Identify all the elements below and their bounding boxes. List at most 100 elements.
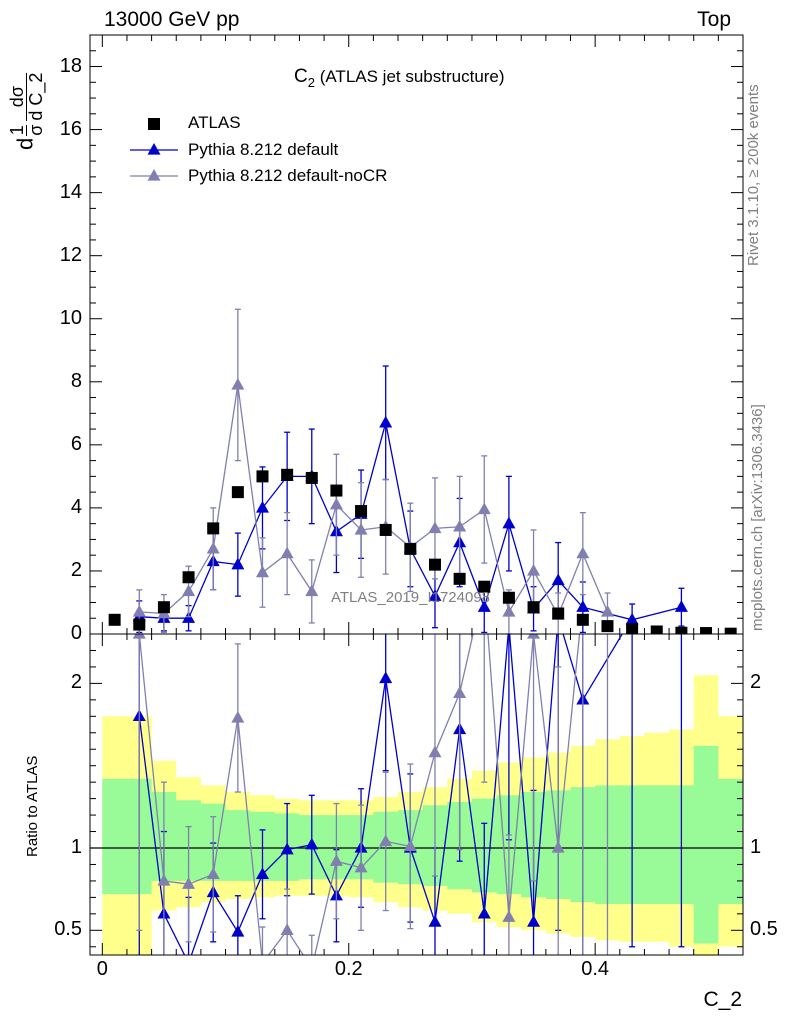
data-point-atlas — [157, 601, 170, 614]
ratio-tick-label-right: 1 — [750, 836, 762, 858]
point-default — [255, 500, 269, 513]
point-default — [625, 612, 639, 625]
ratio-tick-label: 2 — [70, 671, 82, 694]
ratio-frame-outline — [89, 633, 744, 956]
y-tick-label: 18 — [59, 54, 82, 77]
point-nocr — [428, 521, 442, 534]
chart-title: C2 (ATLAS jet substructure) — [294, 66, 505, 90]
data-point-atlas — [231, 486, 244, 499]
point-nocr — [453, 519, 467, 532]
ratio-point-default — [428, 915, 442, 927]
analysis-watermark: ATLAS_2019_I1724098 — [331, 589, 491, 606]
legend-marker-default — [147, 142, 161, 155]
rivet-label: Rivet 3.1.10, ≥ 200k events — [745, 84, 762, 266]
ratio-point-nocr — [502, 910, 516, 922]
ratio-point-nocr — [132, 634, 146, 639]
data-point-atlas — [108, 613, 121, 626]
y-label-d1: d — [12, 137, 38, 150]
legend-label-nocr: Pythia 8.212 default-noCR — [188, 166, 388, 185]
point-default — [551, 573, 565, 586]
point-nocr — [477, 502, 491, 515]
chart-title-rest: (ATLAS jet substructure) — [314, 67, 505, 86]
point-default — [428, 589, 442, 601]
ratio-point-default — [182, 956, 195, 968]
ratio-tick-label-right: 0.5 — [750, 918, 778, 941]
data-point-atlas — [256, 470, 269, 483]
data-marks — [108, 308, 737, 973]
legend-marker-nocr — [147, 168, 161, 181]
legend-markers — [130, 118, 178, 181]
ratio-point-nocr — [354, 860, 368, 873]
ratio-point-default — [305, 837, 319, 850]
ratio-point-nocr — [280, 923, 294, 935]
ratio-tick-label: 0.5 — [54, 918, 82, 941]
chart-title-main: C — [294, 66, 308, 87]
y-axis-label: d 1 σ dσ d C_2 — [7, 71, 46, 150]
data-point-atlas — [428, 558, 441, 571]
data-point-atlas — [133, 618, 146, 631]
data-point-atlas — [379, 523, 392, 536]
data-point-atlas — [576, 613, 589, 626]
data-point-atlas — [502, 591, 515, 604]
ratio-point-nocr — [182, 877, 196, 889]
point-default — [477, 600, 491, 612]
ratio-tick-label-right: 2 — [750, 671, 762, 694]
data-point-atlas — [355, 505, 368, 518]
point-nocr — [255, 565, 269, 578]
point-default — [576, 600, 590, 612]
ratio-point-nocr — [329, 854, 343, 866]
ratio-point-default — [231, 924, 245, 937]
point-nocr — [182, 584, 196, 597]
header-left: 13000 GeV pp — [104, 8, 240, 31]
ratio-panel-marks — [132, 634, 685, 973]
data-point-atlas — [626, 623, 639, 634]
header-right: Top — [697, 8, 731, 31]
point-nocr — [305, 584, 319, 597]
point-nocr — [527, 563, 541, 576]
data-point-atlas — [601, 620, 614, 633]
axis-ticks — [90, 34, 744, 955]
point-default — [379, 415, 393, 428]
ratio-point-nocr — [157, 873, 171, 886]
y-label-den2: d C_2 — [26, 72, 46, 121]
point-nocr — [600, 604, 614, 617]
y-tick-label: 0 — [70, 622, 82, 644]
y-label-den1: σ — [26, 124, 46, 136]
x-tick-label: 0.2 — [334, 958, 363, 980]
x-axis-label: C_2 — [703, 988, 742, 1011]
point-nocr — [206, 541, 220, 554]
data-point-atlas — [650, 625, 663, 634]
ratio-point-nocr — [527, 634, 541, 639]
ratio-point-nocr — [379, 834, 393, 847]
series-line-nocr — [139, 384, 609, 617]
y-tick-label: 12 — [59, 243, 82, 266]
point-nocr — [231, 377, 245, 390]
point-nocr — [354, 522, 368, 535]
data-point-atlas — [453, 572, 466, 585]
ratio-point-nocr — [305, 961, 318, 973]
mcplots-label: mcplots.cern.ch [arXiv:1306.3436] — [749, 404, 766, 631]
data-point-atlas — [700, 627, 713, 634]
y-tick-label: 4 — [70, 495, 82, 518]
point-default — [231, 557, 245, 570]
data-point-atlas — [330, 484, 343, 497]
y-tick-label: 16 — [59, 117, 82, 140]
ratio-point-default — [477, 906, 491, 919]
point-nocr — [502, 604, 516, 617]
data-point-atlas — [552, 607, 565, 620]
data-point-atlas — [724, 627, 737, 634]
y-tick-label: 2 — [70, 558, 82, 581]
y-tick-label: 6 — [70, 432, 82, 455]
point-nocr — [329, 497, 343, 510]
y-tick-label: 14 — [59, 180, 82, 203]
y-label-num2: dσ — [7, 86, 27, 108]
legend-label-atlas: ATLAS — [188, 113, 241, 132]
data-point-atlas — [182, 571, 195, 584]
ratio-point-default — [379, 671, 393, 684]
ratio-point-nocr — [551, 840, 565, 853]
legend-marker-atlas — [148, 118, 160, 130]
ratio-tick-label: 1 — [70, 836, 82, 858]
data-point-atlas — [675, 626, 688, 634]
ratio-point-nocr — [453, 686, 467, 698]
